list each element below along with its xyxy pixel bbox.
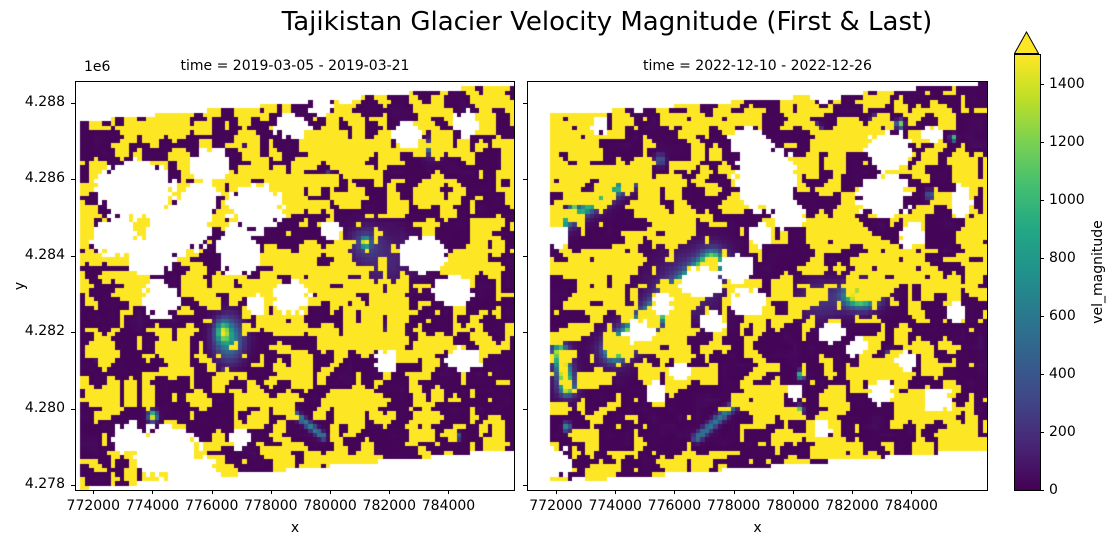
y-tick-label: 4.288 (24, 93, 65, 110)
colorbar-tick-mark (1040, 316, 1044, 317)
x-tick-mark (270, 490, 272, 494)
colorbar (1014, 54, 1041, 491)
colorbar-tick-label: 1000 (1049, 192, 1085, 208)
colorbar-tick-label: 1200 (1049, 134, 1085, 150)
x-tick-mark (733, 490, 735, 494)
y-tick-label: 4.284 (24, 246, 65, 263)
y-axis-offset-text: 1e6 (84, 59, 111, 75)
x-tick-mark (674, 490, 676, 494)
y-axis-label: y (12, 281, 28, 291)
colorbar-tick-mark (1040, 142, 1044, 143)
colorbar-tick-label: 200 (1049, 424, 1076, 440)
x-tick-label: 784000 (421, 498, 476, 514)
y-tick-label: 4.278 (24, 476, 65, 493)
x-tick-mark (389, 490, 391, 494)
x-tick-label: 772000 (66, 498, 121, 514)
colorbar-tick-mark (1040, 490, 1044, 491)
y-tick-mark (71, 102, 75, 104)
x-tick-mark (852, 490, 854, 494)
colorbar-label: vel_magnitude (1090, 220, 1106, 324)
colorbar-tick-label: 800 (1049, 250, 1076, 266)
x-tick-mark (211, 490, 213, 494)
x-tick-label: 776000 (647, 498, 702, 514)
y-tick-mark (523, 255, 527, 257)
x-tick-label: 776000 (184, 498, 239, 514)
colorbar-tick-label: 600 (1049, 308, 1076, 324)
x-tick-label: 778000 (244, 498, 298, 514)
colorbar-tick-mark (1040, 84, 1044, 85)
y-tick-label: 4.286 (24, 170, 65, 187)
colorbar-extend-arrow (1013, 30, 1040, 54)
heatmap-axes (527, 81, 988, 491)
colorbar-tick-mark (1040, 432, 1044, 433)
x-tick-mark (330, 490, 332, 494)
y-tick-mark (523, 332, 527, 334)
colorbar-tick-label: 400 (1049, 366, 1076, 382)
y-tick-label: 4.280 (24, 399, 65, 416)
y-tick-mark (71, 485, 75, 487)
x-tick-label: 780000 (303, 498, 357, 514)
heatmap-axes (75, 81, 515, 491)
y-tick-mark (523, 102, 527, 104)
panel-title: time = 2019-03-05 - 2019-03-21 (180, 58, 410, 74)
y-tick-mark (71, 179, 75, 181)
x-tick-label: 780000 (766, 498, 820, 514)
y-tick-mark (71, 255, 75, 257)
y-tick-mark (523, 408, 527, 410)
x-tick-mark (615, 490, 617, 494)
x-tick-mark (448, 490, 450, 494)
x-tick-mark (911, 490, 913, 494)
x-tick-mark (792, 490, 794, 494)
colorbar-tick-mark (1040, 374, 1044, 375)
colorbar-tick-mark (1040, 258, 1044, 259)
x-tick-label: 774000 (588, 498, 642, 514)
colorbar-tick-label: 0 (1049, 482, 1058, 498)
x-tick-mark (556, 490, 557, 494)
x-tick-mark (93, 490, 95, 494)
y-tick-mark (71, 332, 75, 334)
velocity-raster (528, 82, 987, 490)
x-tick-label: 778000 (706, 498, 761, 514)
y-tick-mark (71, 408, 75, 410)
y-tick-mark (523, 179, 527, 181)
x-tick-label: 784000 (884, 498, 938, 514)
x-tick-mark (152, 490, 154, 494)
x-tick-label: 782000 (362, 498, 417, 514)
panel-title: time = 2022-12-10 - 2022-12-26 (643, 58, 872, 74)
y-tick-mark (523, 485, 527, 487)
colorbar-tick-mark (1040, 200, 1044, 201)
x-axis-label: x (290, 520, 300, 536)
velocity-raster (76, 82, 514, 490)
y-tick-label: 4.282 (24, 323, 65, 340)
figure-title: Tajikistan Glacier Velocity Magnitude (F… (281, 7, 933, 37)
x-tick-label: 782000 (825, 498, 879, 514)
colorbar-tick-label: 1400 (1049, 76, 1085, 92)
x-tick-label: 772000 (529, 498, 583, 514)
x-tick-label: 774000 (125, 498, 180, 514)
x-axis-label: x (753, 520, 762, 536)
